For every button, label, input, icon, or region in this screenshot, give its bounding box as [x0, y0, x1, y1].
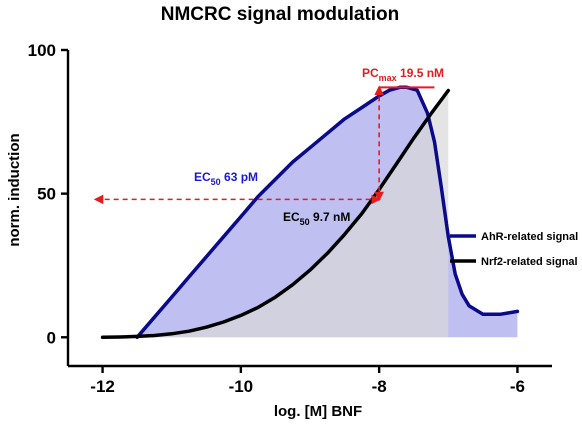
- series-fills: [102, 87, 518, 338]
- ec50-ahr-main: EC: [194, 170, 211, 184]
- chart-title: NMCRC signal modulation: [161, 4, 400, 25]
- ec50-nrf2-label: EC50 9.7 nM: [283, 210, 350, 227]
- ec50-nrf2-sub: 50: [300, 217, 310, 227]
- pcmax-label: PCmax 19.5 nM: [362, 66, 444, 83]
- legend-label-nrf2: Nrf2-related signal: [481, 256, 578, 268]
- ec50-nrf2-value: 9.7 nM: [310, 210, 351, 224]
- legend: AhR-related signal Nrf2-related signal: [450, 231, 578, 268]
- pcmax-sub: max: [379, 73, 397, 83]
- ec50-ahr-sub: 50: [211, 177, 221, 187]
- legend-label-ahr: AhR-related signal: [481, 231, 578, 243]
- ec50-ahr-value: 63 pM: [221, 170, 258, 184]
- ec50-ahr-label: EC50 63 pM: [194, 170, 258, 187]
- series-line-nrf2: [100, 88, 451, 340]
- y-tick-label: 100: [28, 41, 56, 60]
- annotation-markers: [93, 85, 435, 205]
- pcmax-value: 19.5 nM: [397, 66, 444, 80]
- ec50-nrf2-main: EC: [283, 210, 300, 224]
- x-tick-label: -12: [90, 377, 115, 396]
- x-axis-label: log. [M] BNF: [274, 403, 362, 420]
- y-tick-label: 0: [47, 328, 56, 347]
- x-tick-label: -10: [229, 377, 254, 396]
- series-fill-nrf2: [102, 90, 449, 338]
- x-tick-label: -8: [372, 377, 387, 396]
- pcmax-main: PC: [362, 66, 379, 80]
- x-tick-label: -6: [510, 377, 525, 396]
- axis-ticks: -12 -10 -8 -6 0 50 100: [28, 41, 525, 396]
- y-tick-label: 50: [37, 185, 56, 204]
- y-axis-label: norm. induction: [6, 133, 23, 246]
